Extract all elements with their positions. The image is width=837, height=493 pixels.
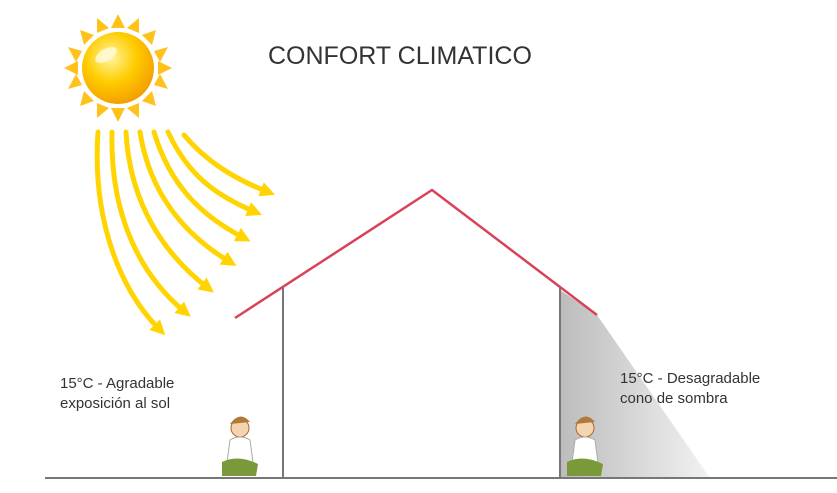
left-label-line2: exposición al sol [60, 395, 170, 412]
right-label-line1: 15°C - Desagradable [620, 370, 760, 387]
house [235, 190, 597, 478]
title: CONFORT CLIMATICO [268, 42, 532, 70]
left-label-line1: 15°C - Agradable [60, 375, 174, 392]
right-label-line2: cono de sombra [620, 390, 728, 407]
sun [64, 14, 172, 122]
diagram: CONFORT CLIMATICO 15°C - Agradable expos… [0, 0, 837, 493]
sun-rays [97, 132, 268, 330]
person-left [222, 416, 258, 476]
